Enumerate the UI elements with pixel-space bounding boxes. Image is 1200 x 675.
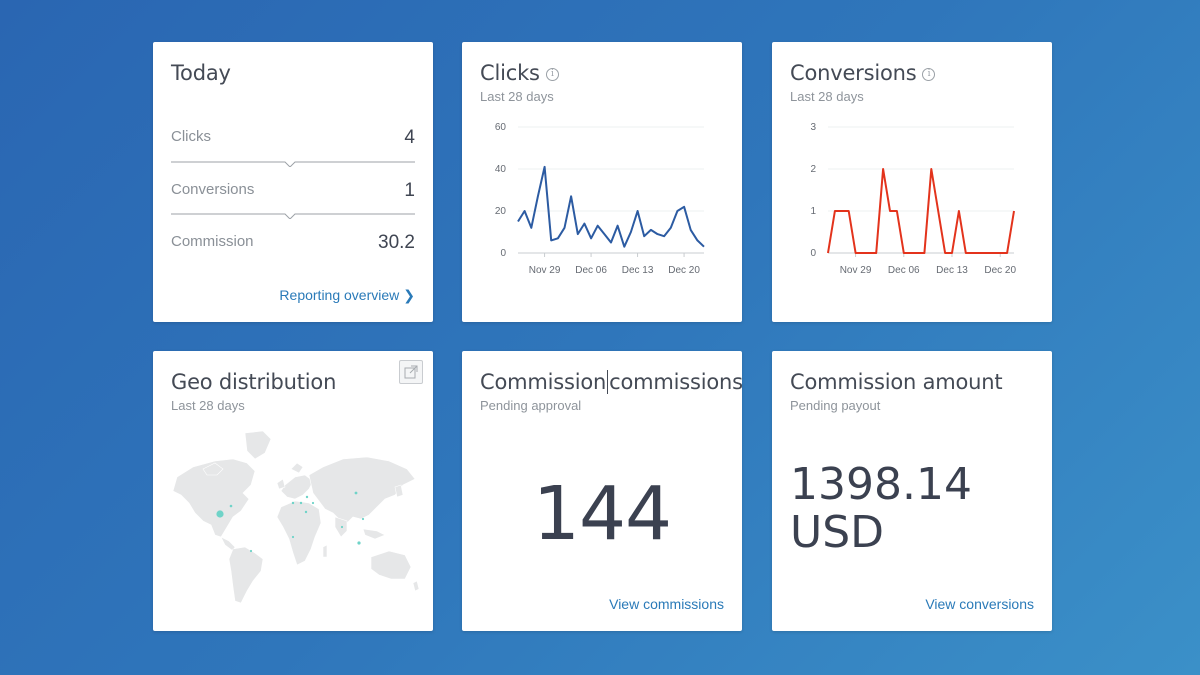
geo-dot xyxy=(291,501,295,505)
y-tick-label: 60 xyxy=(495,122,507,133)
reporting-overview-label: Reporting overview xyxy=(279,287,400,303)
commissions-count: 144 xyxy=(532,471,672,557)
today-card: Today Clicks 4 Conversions 1 Commission … xyxy=(153,42,433,322)
x-tick-label: Dec 13 xyxy=(936,265,968,276)
y-tick-label: 2 xyxy=(810,164,816,175)
geo-dot xyxy=(305,495,309,499)
commissions-title-a: Commission xyxy=(480,370,607,394)
amount-currency: USD xyxy=(790,507,885,558)
clicks-title: Clicks i xyxy=(480,61,559,85)
commissions-title-b: commissions xyxy=(609,370,743,394)
conversions-card: Conversions i Last 28 days 0 1 2 3 Nov 29 Dec … xyxy=(772,42,1052,322)
geo-dot xyxy=(299,501,303,505)
world-map xyxy=(172,430,420,604)
geo-dot xyxy=(229,504,233,508)
y-tick-label: 40 xyxy=(495,164,507,175)
y-tick-label: 1 xyxy=(810,206,816,217)
x-tick-label: Nov 29 xyxy=(840,265,872,276)
world-map-land xyxy=(172,430,420,604)
conversions-chart: 0 1 2 3 Nov 29 Dec 06 Dec 13 Dec 20 xyxy=(810,122,1016,276)
external-link-icon xyxy=(404,365,418,379)
conversions-title-text: Conversions xyxy=(790,61,917,85)
conversions-title: Conversions i xyxy=(790,61,936,85)
today-row-conversions: Conversions 1 xyxy=(171,180,415,211)
geo-subtitle: Last 28 days xyxy=(171,398,245,413)
today-commission-label: Commission xyxy=(171,233,254,250)
expand-button[interactable] xyxy=(399,360,423,384)
commission-amount-subtitle: Pending payout xyxy=(790,398,881,413)
info-icon[interactable]: i xyxy=(545,67,559,81)
commissions-title: Commission commissions xyxy=(480,370,743,394)
geo-dot xyxy=(340,525,344,529)
today-row-clicks: Clicks 4 xyxy=(171,127,415,158)
x-tick-label: Dec 06 xyxy=(575,265,607,276)
text-cursor xyxy=(607,370,609,394)
geo-dot xyxy=(357,541,361,545)
today-clicks-label: Clicks xyxy=(171,128,211,145)
conversions-subtitle: Last 28 days xyxy=(790,89,864,104)
x-tick-label: Nov 29 xyxy=(529,265,561,276)
series-line xyxy=(517,165,705,248)
info-icon[interactable]: i xyxy=(922,67,936,81)
today-conversions-value: 1 xyxy=(404,180,415,201)
today-title: Today xyxy=(171,61,231,85)
today-clicks-value: 4 xyxy=(404,127,415,148)
clicks-subtitle: Last 28 days xyxy=(480,89,554,104)
chevron-right-icon: ❯ xyxy=(403,287,415,303)
geo-card: Geo distribution Last 28 days xyxy=(153,351,433,631)
today-divider xyxy=(171,213,415,219)
view-conversions-link[interactable]: View conversions xyxy=(925,596,1034,612)
reporting-overview-link[interactable]: Reporting overview ❯ xyxy=(279,287,415,304)
geo-dot xyxy=(361,517,365,521)
geo-dot xyxy=(311,501,315,505)
clicks-card: Clicks i Last 28 days 0 20 40 60 Nov 29 Dec 06… xyxy=(462,42,742,322)
geo-dot xyxy=(216,510,224,518)
geo-dot xyxy=(304,510,308,514)
y-tick-label: 0 xyxy=(810,248,816,259)
geo-dot xyxy=(354,491,358,495)
x-tick-label: Dec 20 xyxy=(668,265,700,276)
geo-dots xyxy=(216,491,365,553)
commissions-card: Commission commissions Pending approval 1… xyxy=(462,351,743,631)
commissions-subtitle: Pending approval xyxy=(480,398,582,413)
amount-number: 1398.14 xyxy=(790,459,972,510)
y-tick-label: 20 xyxy=(495,206,507,217)
commission-amount-card: Commission amount Pending payout 1398.14… xyxy=(772,351,1052,631)
geo-dot xyxy=(249,549,253,553)
x-tick-label: Dec 13 xyxy=(622,265,654,276)
today-divider xyxy=(171,161,415,167)
y-tick-label: 3 xyxy=(810,122,816,133)
today-commission-value: 30.2 xyxy=(378,232,415,253)
x-tick-label: Dec 06 xyxy=(888,265,920,276)
geo-title: Geo distribution xyxy=(171,370,337,394)
series-line xyxy=(827,168,1015,254)
today-conversions-label: Conversions xyxy=(171,181,255,198)
today-row-commission: Commission 30.2 xyxy=(171,232,415,263)
clicks-title-text: Clicks xyxy=(480,61,540,85)
geo-dot xyxy=(291,535,295,539)
commission-amount-title: Commission amount xyxy=(790,370,1003,394)
y-tick-label: 0 xyxy=(500,248,506,259)
view-commissions-link[interactable]: View commissions xyxy=(609,596,724,612)
clicks-chart: 0 20 40 60 Nov 29 Dec 06 Dec 13 Dec 20 xyxy=(495,122,705,276)
x-tick-label: Dec 20 xyxy=(984,265,1016,276)
commission-amount-value: 1398.14 USD xyxy=(790,461,972,557)
